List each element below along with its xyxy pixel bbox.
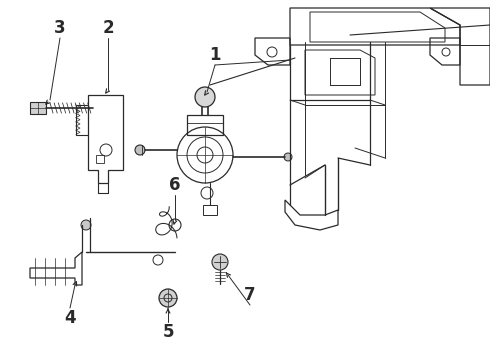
Bar [96,155,104,163]
Circle shape [212,254,228,270]
Circle shape [81,220,91,230]
Circle shape [195,87,215,107]
Bar [203,205,217,215]
Text: 2: 2 [102,19,114,37]
Text: 1: 1 [209,46,221,64]
Circle shape [159,289,177,307]
Circle shape [135,145,145,155]
Text: 3: 3 [54,19,66,37]
Text: 4: 4 [64,309,76,327]
Text: 6: 6 [169,176,181,194]
Text: 5: 5 [162,323,174,341]
Circle shape [284,153,292,161]
Bar [30,102,46,114]
Text: 7: 7 [244,286,256,304]
